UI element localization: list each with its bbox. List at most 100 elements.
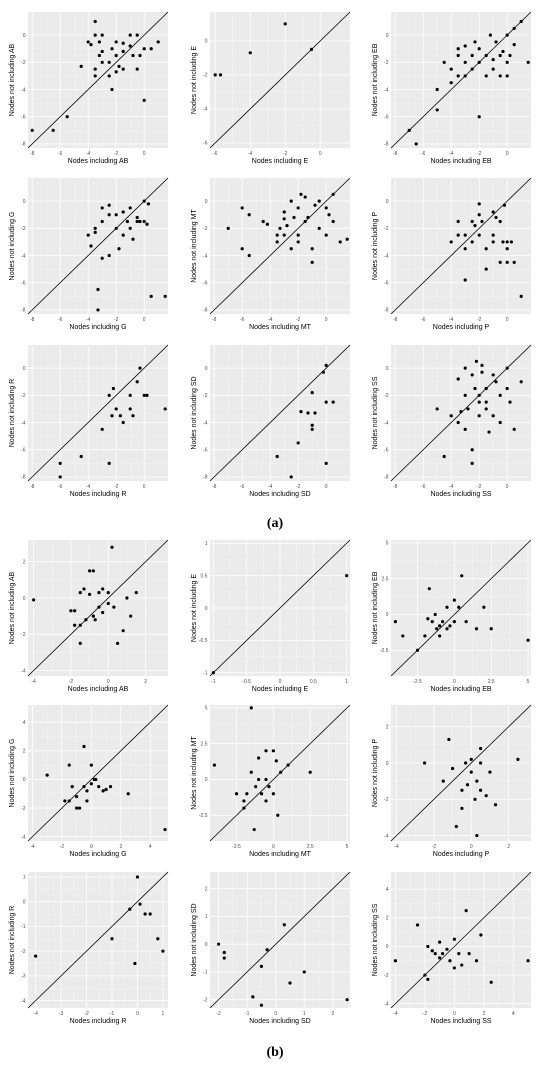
x-axis-title: Nodes including SS [430,491,491,498]
data-point [415,648,420,652]
data-point [508,400,512,404]
data-point [445,627,449,631]
data-point [78,590,82,595]
data-point [142,393,146,397]
y-axis-title: Nodes not including MT [191,736,198,810]
data-point [423,973,427,977]
data-point [324,363,328,367]
data-point [477,60,481,64]
data-point [463,278,467,282]
data-point [502,203,506,207]
data-point [447,737,451,742]
data-point [505,33,509,37]
y-tick-label: -6 [384,281,389,287]
y-tick-label: 0 [386,199,389,205]
scatter-panel-b_P: -4 -2 0 2 -4 -2 0 2 Nodes including P Nodes not i… [372,704,532,858]
y-tick-label: -4 [21,998,26,1004]
x-tick-label: -4 [449,151,454,157]
y-tick-label: -2.5 [380,648,389,654]
data-point [324,400,328,404]
data-point [91,614,95,618]
data-point [324,233,328,237]
x-tick-label: 0 [272,844,275,850]
x-tick-label: -6 [58,151,63,157]
y-tick-label: -1 [21,924,26,930]
x-tick-label: 0 [279,679,282,685]
data-point [114,40,118,44]
data-point [91,569,95,573]
y-tick-label: 0 [205,606,208,612]
data-point [97,53,101,58]
data-point [469,757,473,762]
y-tick-label: -8 [384,475,389,481]
data-point [285,224,289,228]
data-point [451,766,455,771]
y-tick-label: 1 [205,914,208,920]
y-tick-label: -4 [203,420,208,426]
data-point [265,222,269,226]
data-point [251,995,255,999]
y-axis-title: Nodes not including P [372,212,379,280]
data-point [463,233,467,237]
x-tick-label: -8 [30,151,35,157]
x-tick-label: -2 [432,844,437,850]
scatter-panel-a_P: -8 -6 -4 -2 0 -8 -6 -4 -2 0 Nodes including P Nodes… [372,177,532,331]
data-point [303,219,307,224]
data-point [104,787,108,792]
y-tick-label: -3 [21,974,26,980]
x-tick-label: 2 [331,1011,334,1017]
data-point [30,128,34,132]
y-tick-label: -4 [384,1002,389,1008]
identity-line [209,344,351,482]
x-tick-label: -4 [268,484,273,490]
data-point [149,47,153,51]
data-point [128,907,132,911]
y-tick-label: -2 [21,226,26,232]
identity-line [27,344,169,482]
data-point [125,219,129,224]
data-point [135,380,139,384]
data-point [100,219,104,224]
y-axis-title: Nodes not including SS [372,903,379,976]
data-point [259,1003,264,1007]
data-point [275,240,279,244]
data-point [464,761,468,765]
data-point [131,414,135,418]
x-tick-label: 0 [325,484,328,490]
x-tick-label: -8 [212,317,217,323]
data-point [156,40,160,44]
data-point [470,67,474,71]
x-axis-title: Nodes including P [433,851,490,858]
data-point [97,605,101,609]
data-point [82,744,86,749]
identity-line [27,871,169,1009]
y-tick-label: -4 [384,420,389,426]
data-point [474,627,479,631]
x-tick-label: 2.5 [307,844,314,850]
x-tick-label: -4 [30,844,35,850]
data-point [477,202,481,206]
data-point [118,414,122,418]
identity-line [27,704,169,842]
data-point [498,420,502,425]
data-point [303,195,307,199]
data-point [463,393,467,397]
x-tick-label: -2 [477,151,482,157]
x-tick-label: -4 [86,317,91,323]
x-tick-label: 0 [107,679,110,685]
data-point [213,73,217,77]
data-point [477,47,481,51]
x-tick-label: -2 [216,1011,221,1017]
data-point [107,74,111,78]
data-point [484,74,488,78]
data-point [78,623,82,627]
data-point [145,393,149,397]
data-point [491,58,495,62]
data-point [296,206,300,210]
data-point [526,60,530,64]
y-tick-label: -6 [21,448,26,454]
data-point [85,789,89,793]
y-tick-label: -4 [384,87,389,93]
data-point [313,411,317,415]
data-point [460,574,464,578]
